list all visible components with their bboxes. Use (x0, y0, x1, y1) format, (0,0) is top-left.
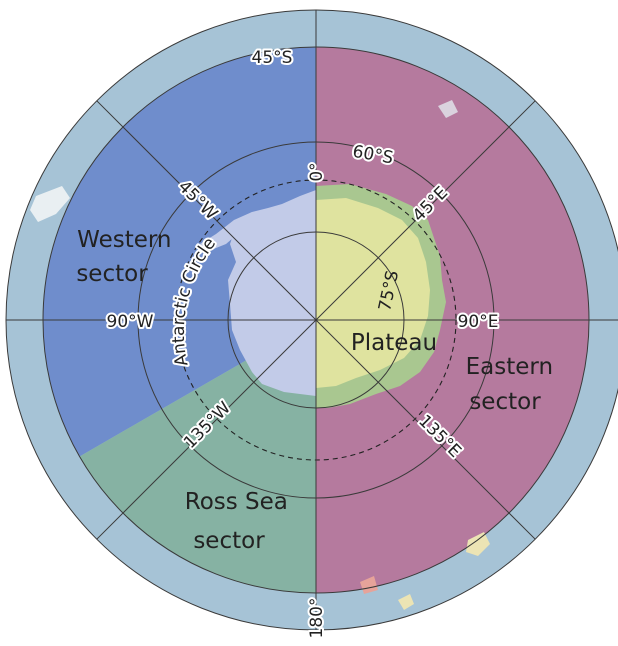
lon-90e-label: 90°E (458, 312, 499, 332)
western-sector-line1: Western (77, 227, 171, 253)
ross-sea-sector-area (79, 320, 316, 593)
ross-sea-sector-label: Ross Sea sector (185, 489, 295, 554)
island-west (30, 186, 70, 222)
west-antarctica-landmass (228, 190, 316, 396)
western-sector-label: Western sector (76, 227, 178, 287)
lon-90w-label: 90°W (107, 312, 154, 332)
meridian-45w-135e (96, 100, 536, 540)
eastern-sector-label: Eastern sector (466, 354, 561, 415)
ross-sea-line1: Ross Sea (185, 489, 288, 515)
island-southeast (466, 532, 490, 556)
lon-0-label: 0° (307, 162, 327, 181)
antarctic-peninsula (200, 212, 252, 252)
eastern-sector-line2: sector (469, 389, 541, 415)
island-ross-edge (360, 576, 378, 594)
plateau-label: Plateau (351, 330, 437, 356)
ross-sea-line2: sector (193, 528, 265, 554)
island-northeast (438, 100, 458, 118)
lat-45s-label: 45°S (252, 48, 293, 68)
eastern-sector-line1: Eastern (466, 354, 553, 380)
western-sector-line2: sector (76, 261, 148, 287)
island-south (398, 594, 414, 610)
lon-180-label: 180° (307, 598, 327, 639)
